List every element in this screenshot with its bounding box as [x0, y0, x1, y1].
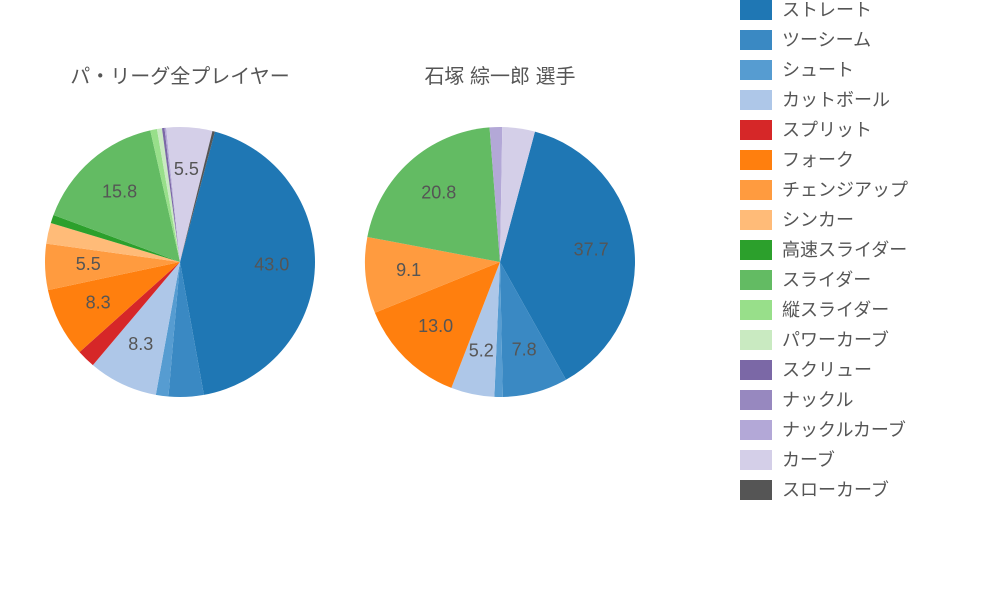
legend-item: カーブ — [740, 450, 990, 470]
legend-label: カットボール — [782, 91, 890, 109]
slice-label: 5.5 — [76, 254, 101, 274]
legend-item: ナックル — [740, 390, 990, 410]
legend-label: チェンジアップ — [782, 181, 908, 199]
legend-item: ストレート — [740, 0, 990, 20]
slice-label: 13.0 — [418, 316, 453, 336]
pie-0: パ・リーグ全プレイヤー 43.0 8.3 8.3 5.5 15.8 5.5 — [25, 60, 335, 417]
legend-label: スクリュー — [782, 361, 872, 379]
legend-item: シンカー — [740, 210, 990, 230]
legend-swatch — [740, 120, 772, 140]
legend-label: シュート — [782, 61, 854, 79]
legend-label: スローカーブ — [782, 481, 889, 499]
pie-svg-1: 37.7 7.8 5.2 13.0 9.1 20.8 — [345, 107, 655, 417]
legend-swatch — [740, 360, 772, 380]
legend-item: フォーク — [740, 150, 990, 170]
legend: ストレートツーシームシュートカットボールスプリットフォークチェンジアップシンカー… — [740, 0, 990, 510]
legend-swatch — [740, 450, 772, 470]
legend-item: ツーシーム — [740, 30, 990, 50]
legend-item: スプリット — [740, 120, 990, 140]
legend-swatch — [740, 30, 772, 50]
legend-item: スライダー — [740, 270, 990, 290]
legend-label: 高速スライダー — [782, 241, 907, 259]
legend-swatch — [740, 180, 772, 200]
slice-label: 5.2 — [469, 341, 494, 361]
legend-label: ナックルカーブ — [782, 421, 906, 439]
legend-label: スライダー — [782, 271, 871, 289]
pie-1: 石塚 綜一郎 選手 37.7 7.8 5.2 13.0 9.1 20.8 — [345, 60, 655, 417]
legend-swatch — [740, 300, 772, 320]
chart-container: パ・リーグ全プレイヤー 43.0 8.3 8.3 5.5 15.8 5.5 石塚 綜一郎 選手… — [0, 0, 1000, 600]
legend-swatch — [740, 60, 772, 80]
pie-title-0: パ・リーグ全プレイヤー — [25, 60, 335, 89]
legend-label: ツーシーム — [782, 31, 871, 49]
legend-label: シンカー — [782, 211, 854, 229]
legend-item: ナックルカーブ — [740, 420, 990, 440]
pie-charts-area: パ・リーグ全プレイヤー 43.0 8.3 8.3 5.5 15.8 5.5 石塚 綜一郎 選手… — [0, 60, 700, 580]
legend-label: カーブ — [782, 451, 835, 469]
slice-label: 8.3 — [86, 292, 111, 312]
legend-swatch — [740, 330, 772, 350]
slice-label: 7.8 — [512, 339, 537, 359]
legend-swatch — [740, 150, 772, 170]
legend-item: パワーカーブ — [740, 330, 990, 350]
legend-label: パワーカーブ — [782, 331, 889, 349]
legend-swatch — [740, 480, 772, 500]
legend-swatch — [740, 240, 772, 260]
slice-label: 15.8 — [102, 182, 137, 202]
legend-swatch — [740, 90, 772, 110]
legend-swatch — [740, 420, 772, 440]
legend-label: 縦スライダー — [782, 301, 889, 319]
legend-item: スローカーブ — [740, 480, 990, 500]
legend-label: スプリット — [782, 121, 872, 139]
legend-item: スクリュー — [740, 360, 990, 380]
slice-label: 37.7 — [574, 239, 609, 259]
legend-label: フォーク — [782, 151, 854, 169]
slice-label: 43.0 — [254, 255, 289, 275]
legend-swatch — [740, 390, 772, 410]
legend-item: 縦スライダー — [740, 300, 990, 320]
slice-label: 9.1 — [396, 260, 421, 280]
legend-item: チェンジアップ — [740, 180, 990, 200]
legend-item: 高速スライダー — [740, 240, 990, 260]
legend-swatch — [740, 270, 772, 290]
pie-svg-0: 43.0 8.3 8.3 5.5 15.8 5.5 — [25, 107, 335, 417]
legend-swatch — [740, 210, 772, 230]
slice-label: 5.5 — [174, 159, 199, 179]
slice-label: 8.3 — [128, 334, 153, 354]
legend-item: カットボール — [740, 90, 990, 110]
legend-label: ナックル — [782, 391, 853, 409]
legend-swatch — [740, 0, 772, 20]
legend-label: ストレート — [782, 1, 872, 19]
pie-title-1: 石塚 綜一郎 選手 — [345, 60, 655, 89]
legend-item: シュート — [740, 60, 990, 80]
slice-label: 20.8 — [421, 182, 456, 202]
